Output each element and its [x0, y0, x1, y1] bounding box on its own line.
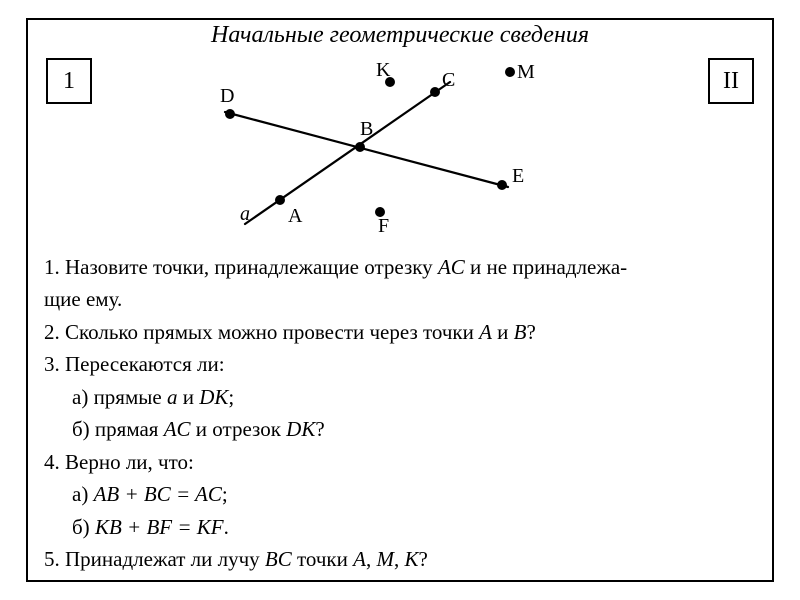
questions-block: 1. Назовите точки, принадлежащие отрезку…: [44, 252, 756, 576]
q3b: б) прямая AC и отрезок DK?: [72, 414, 756, 444]
q3a-and: и: [177, 385, 199, 409]
page-title: Начальные геометрические сведения: [0, 22, 800, 49]
q5-mid: точки: [292, 547, 353, 571]
point-M: [505, 67, 515, 77]
q4b-end: .: [224, 515, 229, 539]
q5-c2: ,: [394, 547, 405, 571]
label-B: B: [360, 118, 373, 140]
q3b-end: ?: [315, 417, 324, 441]
q3a-end: ;: [228, 385, 234, 409]
q5-text: 5. Принадлежат ли лучу: [44, 547, 265, 571]
point-A: [275, 195, 285, 205]
diagram-svg: D K C M B E A Fa: [180, 52, 580, 242]
geometry-diagram: D K C M B E A Fa: [180, 52, 580, 242]
line-a-AC: [245, 82, 450, 224]
label-A: A: [288, 205, 303, 227]
q1-line1: 1. Назовите точки, принадлежащие отрезку…: [44, 252, 756, 282]
point-D: [225, 109, 235, 119]
q5-A: A: [353, 547, 366, 571]
q5-c1: ,: [366, 547, 377, 571]
q3: 3. Пересекаются ли:: [44, 349, 756, 379]
q4b: б) KB + BF = KF.: [72, 512, 756, 542]
q2-and: и: [492, 320, 514, 344]
variant-right-label: II: [723, 68, 739, 95]
q5-end: ?: [418, 547, 427, 571]
q3b-DK: DK: [286, 417, 315, 441]
q4a-eq: AB + BC = AC: [94, 482, 222, 506]
q1-text: 1. Назовите точки, принадлежащие отрезку: [44, 255, 438, 279]
q5: 5. Принадлежат ли лучу BC точки A, M, K?: [44, 544, 756, 574]
q3b-mid: и отрезок: [191, 417, 287, 441]
q1-segment: AC: [438, 255, 465, 279]
q4b-eq: KB + BF = KF: [95, 515, 224, 539]
point-C: [430, 87, 440, 97]
label-K: K: [376, 59, 391, 81]
q3a-text: а) прямые: [72, 385, 167, 409]
q2-B: B: [514, 320, 527, 344]
q4a-end: ;: [222, 482, 228, 506]
q3a-a: a: [167, 385, 178, 409]
q3a: а) прямые a и DK;: [72, 382, 756, 412]
q2-A: A: [479, 320, 492, 344]
q4a: а) AB + BC = AC;: [72, 479, 756, 509]
q5-BC: BC: [265, 547, 292, 571]
label-D: D: [220, 85, 234, 107]
q3a-DK: DK: [199, 385, 228, 409]
point-B: [355, 142, 365, 152]
variant-left-label: 1: [63, 68, 75, 95]
q3b-AC: AC: [164, 417, 191, 441]
variant-box-left: 1: [46, 58, 92, 104]
q4: 4. Верно ли, что:: [44, 447, 756, 477]
label-M: M: [517, 61, 535, 83]
q4b-text: б): [72, 515, 95, 539]
q3b-text: б) прямая: [72, 417, 164, 441]
q5-M: M: [376, 547, 394, 571]
q2-qmark: ?: [527, 320, 536, 344]
q1-line2: щие ему.: [44, 284, 756, 314]
q4a-text: а): [72, 482, 94, 506]
q1-text2: и не принадлежа-: [465, 255, 627, 279]
q2: 2. Сколько прямых можно провести через т…: [44, 317, 756, 347]
q5-K: K: [404, 547, 418, 571]
label-C: C: [442, 69, 455, 91]
variant-box-right: II: [708, 58, 754, 104]
label-E: E: [512, 165, 524, 187]
point-E: [497, 180, 507, 190]
label-F: F: [378, 215, 389, 237]
q2-text: 2. Сколько прямых можно провести через т…: [44, 320, 479, 344]
label-a: a: [240, 203, 250, 225]
